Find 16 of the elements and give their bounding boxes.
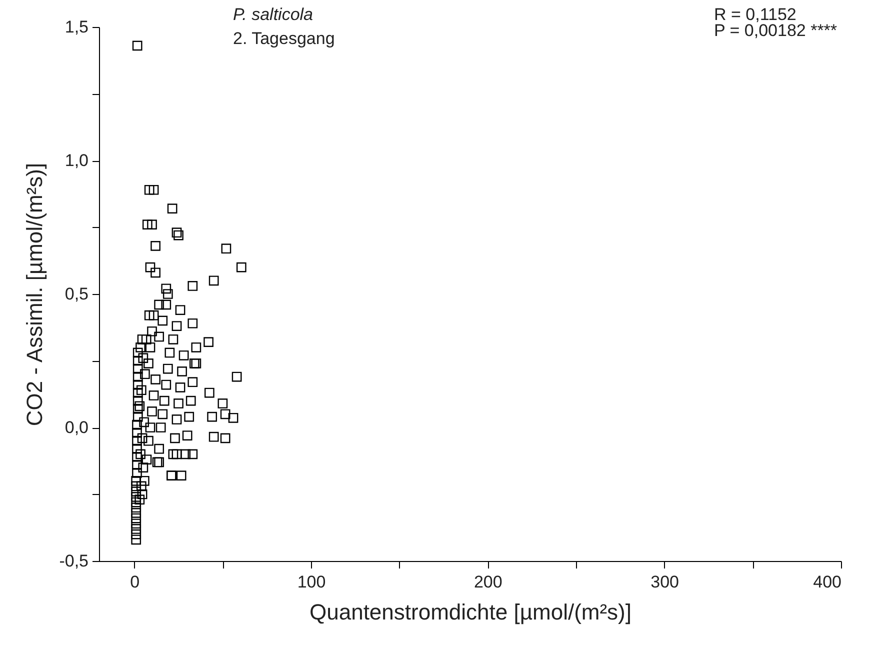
annotation: P = 0,00182 **** bbox=[714, 21, 838, 40]
y-tick-label: 0,0 bbox=[64, 418, 88, 437]
y-tick-label: -0,5 bbox=[59, 552, 88, 570]
y-tick-label: 1,5 bbox=[64, 18, 88, 36]
x-tick-label: 300 bbox=[650, 572, 680, 592]
annotation: 2. Tagesgang bbox=[233, 29, 335, 48]
text: P. salticola bbox=[233, 5, 314, 24]
x-tick-label: 400 bbox=[813, 572, 842, 592]
text: R = 0,1152 bbox=[714, 5, 796, 24]
y-tick-label: 1,0 bbox=[64, 151, 88, 170]
x-tick-label: 0 bbox=[130, 572, 140, 592]
y-axis-title: CO2 - Assimil. [µmol/(m²s)] bbox=[22, 162, 48, 426]
x-tick-label: 100 bbox=[297, 572, 326, 592]
x-axis-title: Quantenstromdichte [µmol/(m²s)] bbox=[310, 600, 632, 624]
x-tick-label: 200 bbox=[474, 572, 502, 592]
y-tick-label: 0,5 bbox=[64, 284, 88, 304]
